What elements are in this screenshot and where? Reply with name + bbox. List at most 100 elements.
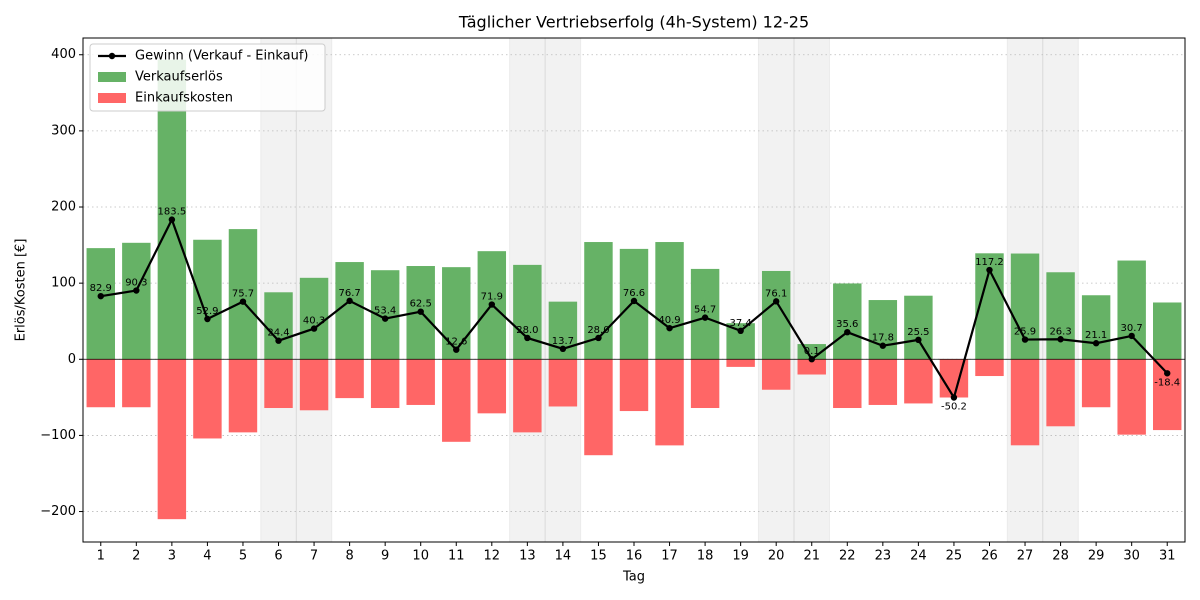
profit-point xyxy=(1128,332,1135,340)
legend-box xyxy=(89,43,326,112)
y-tick-label: −200 xyxy=(40,504,76,519)
bar xyxy=(868,300,898,360)
bar xyxy=(690,359,720,409)
x-tick-label: 10 xyxy=(412,549,429,564)
profit-point xyxy=(133,287,140,294)
value-label: 30.7 xyxy=(1121,323,1143,334)
x-tick-label: 2 xyxy=(132,549,140,564)
x-tick-label: 20 xyxy=(768,549,785,564)
legend-label: Gewinn (Verkauf - Einkauf) xyxy=(135,49,308,64)
bar xyxy=(726,359,755,367)
x-tick-label: 31 xyxy=(1159,549,1176,564)
x-tick-label: 30 xyxy=(1123,549,1140,564)
value-label: 62.5 xyxy=(410,299,432,310)
legend-label: Einkaufskosten xyxy=(135,91,233,106)
value-label: 117.2 xyxy=(975,257,1004,268)
bar xyxy=(1010,253,1040,360)
bar xyxy=(264,292,293,360)
bar xyxy=(477,359,507,414)
value-label: 21.1 xyxy=(1085,330,1107,341)
x-tick-label: 26 xyxy=(981,549,998,564)
bar xyxy=(335,262,364,360)
profit-point xyxy=(1021,336,1029,343)
x-tick-label: 12 xyxy=(484,549,501,564)
value-label: 37.4 xyxy=(730,318,752,329)
x-tick-label: 29 xyxy=(1088,549,1105,564)
bar xyxy=(193,359,222,439)
bar xyxy=(228,229,258,360)
x-tick-label: 14 xyxy=(555,549,572,564)
shaded-band xyxy=(260,37,297,543)
value-label: 13.7 xyxy=(552,336,574,347)
profit-point xyxy=(204,315,211,323)
profit-point xyxy=(879,342,887,349)
value-label: 40.9 xyxy=(658,315,680,326)
bar xyxy=(833,359,862,409)
shaded-band xyxy=(793,37,831,543)
profit-point xyxy=(772,298,780,305)
bar xyxy=(655,242,684,360)
profit-point xyxy=(453,346,460,353)
bar xyxy=(122,359,151,408)
profit-point xyxy=(666,324,673,332)
profit-point xyxy=(808,356,815,363)
bar xyxy=(513,264,542,360)
bar xyxy=(761,359,791,390)
profit-point xyxy=(595,334,602,342)
x-tick-label: 18 xyxy=(697,549,714,564)
profit-point xyxy=(701,314,709,321)
bar xyxy=(442,359,471,442)
bar xyxy=(86,359,115,408)
bar xyxy=(157,359,187,520)
bar xyxy=(406,359,435,405)
plot-frame xyxy=(82,37,1186,543)
x-tick-label: 25 xyxy=(946,549,963,564)
value-label: 40.3 xyxy=(303,316,325,327)
bar xyxy=(904,295,933,360)
bar xyxy=(1153,359,1182,431)
x-tick-label: 28 xyxy=(1052,549,1069,564)
chart-title: Täglicher Vertriebserfolg (4h-System) 12… xyxy=(458,13,809,32)
bar xyxy=(86,248,115,360)
bar xyxy=(619,359,649,412)
bar xyxy=(584,359,613,456)
bar xyxy=(122,242,151,360)
legend-swatch xyxy=(98,72,126,82)
profit-point xyxy=(168,216,176,223)
bar xyxy=(513,359,542,433)
profit-point xyxy=(239,298,247,305)
value-label: 76.1 xyxy=(765,288,787,299)
bar xyxy=(833,283,862,360)
profit-point xyxy=(737,327,744,335)
bar xyxy=(690,268,720,360)
value-label: 35.6 xyxy=(836,319,858,330)
profit-point xyxy=(915,336,922,344)
bar xyxy=(370,359,400,409)
value-label: 25.9 xyxy=(1014,327,1036,338)
x-tick-label: 5 xyxy=(239,549,247,564)
shaded-band xyxy=(544,37,582,543)
value-label: 12.6 xyxy=(445,337,467,348)
y-tick-label: 100 xyxy=(51,276,76,291)
bar xyxy=(548,359,578,407)
x-tick-label: 22 xyxy=(839,549,856,564)
bar xyxy=(868,359,898,405)
y-tick-label: 0 xyxy=(68,352,76,367)
bar xyxy=(299,277,329,360)
value-label: 53.4 xyxy=(374,306,396,317)
x-tick-label: 24 xyxy=(910,549,927,564)
profit-point xyxy=(1164,370,1171,377)
bar xyxy=(1010,359,1040,446)
x-tick-label: 8 xyxy=(345,549,353,564)
bar xyxy=(761,270,791,360)
bar xyxy=(1117,359,1146,435)
value-label: 54.7 xyxy=(694,305,716,316)
bar xyxy=(264,359,293,409)
value-label: 75.7 xyxy=(232,289,254,300)
profit-point xyxy=(630,297,638,305)
bar xyxy=(1046,272,1075,360)
x-tick-label: 9 xyxy=(381,549,389,564)
value-label: -50.2 xyxy=(941,401,967,412)
bar xyxy=(228,359,258,433)
